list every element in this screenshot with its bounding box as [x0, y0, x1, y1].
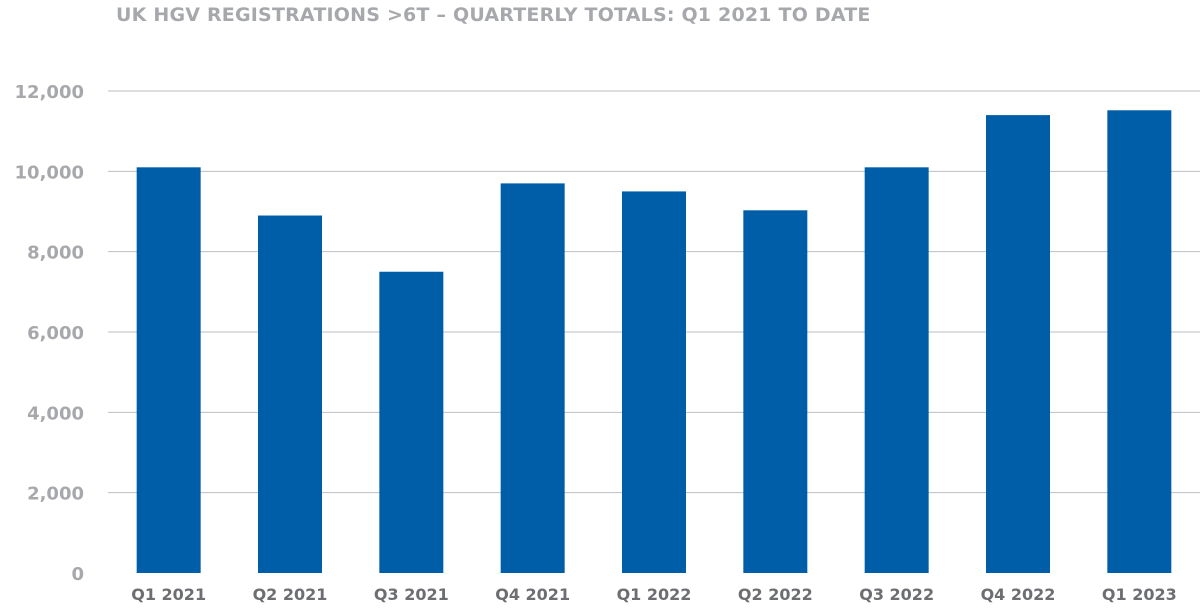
- y-tick-label: 8,000: [27, 243, 84, 264]
- y-tick-label: 10,000: [15, 162, 84, 183]
- x-axis-ticks: Q1 2021 Q2 2021 Q3 2021 Q4 2021 Q1 2022 Q2 20…: [131, 585, 1177, 604]
- bar: [622, 191, 686, 573]
- y-tick-label: 6,000: [27, 323, 84, 344]
- bar: [379, 271, 444, 573]
- y-tick-label: 0: [71, 564, 84, 585]
- x-tick-label: Q1 2023: [1102, 585, 1177, 604]
- x-tick-label: Q3 2021: [374, 585, 449, 604]
- y-tick-label: 12,000: [15, 82, 84, 103]
- x-tick-label: Q4 2021: [495, 585, 570, 604]
- bars: [136, 110, 1172, 574]
- x-tick-label: Q4 2022: [981, 585, 1056, 604]
- bar: [136, 167, 201, 574]
- x-tick-label: Q2 2021: [253, 585, 328, 604]
- bar: [986, 115, 1050, 573]
- chart-title: UK HGV REGISTRATIONS >6T – QUARTERLY TOT…: [116, 4, 871, 26]
- y-axis-ticks: 0 2,000 4,000 6,000 8,000 10,000 12,000: [15, 82, 84, 585]
- x-tick-label: Q1 2022: [617, 585, 692, 604]
- y-tick-label: 2,000: [27, 484, 84, 505]
- x-tick-label: Q3 2022: [859, 585, 934, 604]
- bar: [743, 210, 808, 574]
- bar: [864, 167, 929, 574]
- x-tick-label: Q2 2022: [738, 585, 813, 604]
- bar: [1107, 110, 1172, 573]
- bar: [258, 215, 322, 573]
- y-tick-label: 4,000: [27, 403, 84, 424]
- x-tick-label: Q1 2021: [131, 585, 206, 604]
- bar: [500, 183, 565, 573]
